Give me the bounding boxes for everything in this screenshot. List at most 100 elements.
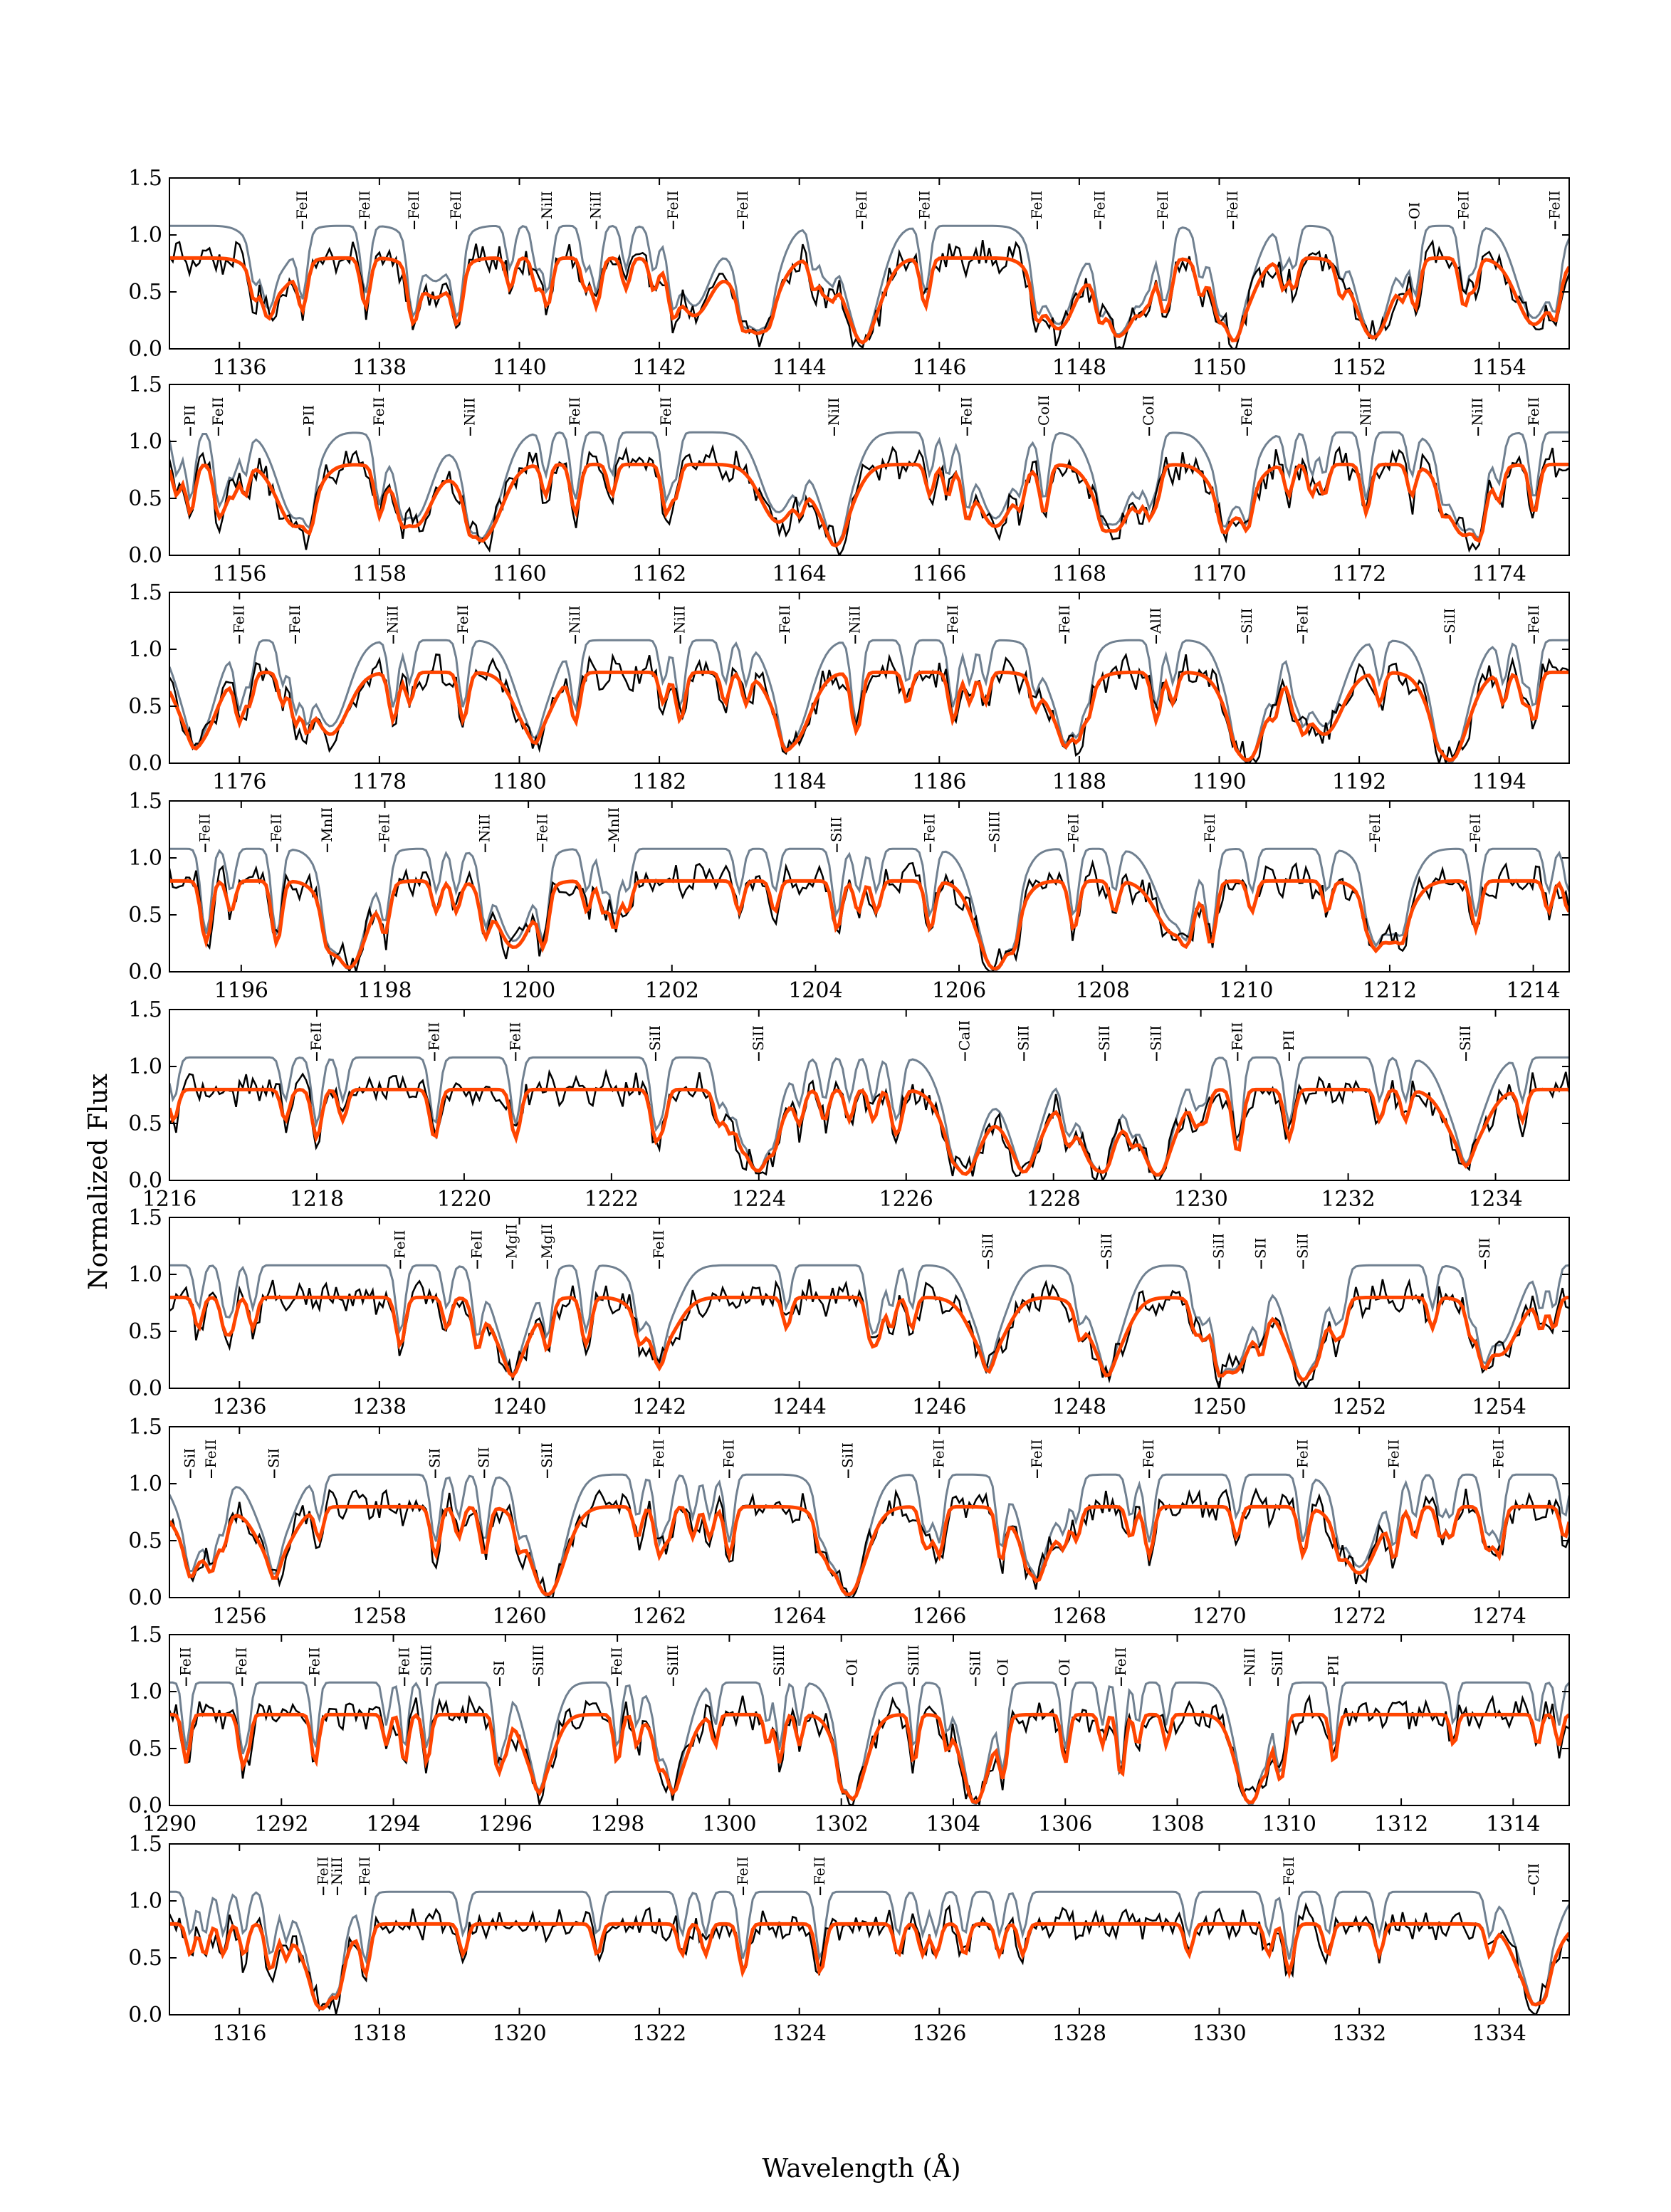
- fit-spectrum-line: [169, 1712, 1569, 1805]
- fit-spectrum-line: [169, 462, 1569, 547]
- x-tick-label: 1174: [1472, 562, 1526, 587]
- panel-frame: [169, 1426, 1570, 1598]
- x-tick-label: 1140: [492, 355, 546, 380]
- plot-area: [169, 431, 1569, 555]
- ion-label: FeII: [177, 1647, 194, 1676]
- ion-label: MnII: [318, 807, 335, 842]
- ion-label: FeII: [1546, 191, 1563, 219]
- y-tick-label: 1.5: [128, 1623, 162, 1647]
- ion-label: SiII: [1015, 1025, 1032, 1051]
- x-tick-label: 1164: [772, 562, 827, 587]
- ion-label: NiII: [671, 605, 688, 634]
- ion-label: CII: [1525, 1863, 1542, 1885]
- x-tick-label: 1218: [290, 1187, 344, 1212]
- x-tick-label: 1172: [1332, 562, 1386, 587]
- y-tick-label: 1.5: [128, 372, 162, 397]
- x-tick-label: 1182: [632, 770, 686, 795]
- plot-area: [169, 1890, 1569, 2015]
- ion-label: OI: [1056, 1659, 1073, 1676]
- plot-area: [169, 224, 1569, 349]
- y-tick-label: 0.5: [128, 1736, 162, 1761]
- x-tick-label: 1248: [1052, 1395, 1106, 1420]
- ion-label: FeII: [1140, 1440, 1157, 1468]
- y-tick-label: 0.5: [128, 1946, 162, 1971]
- panel-2: 1156 1158 1160 1162 1164 1166 1168 1170 1172 1174…: [128, 372, 1570, 587]
- x-tick-label: 1138: [352, 355, 407, 380]
- ion-label: FeII: [930, 1440, 947, 1468]
- x-tick-label: 1298: [590, 1812, 644, 1837]
- ion-label: FeII: [1280, 1857, 1297, 1885]
- ion-label: OI: [995, 1659, 1012, 1676]
- x-tick-label: 1152: [1332, 355, 1386, 380]
- y-tick-label: 1.0: [128, 1889, 162, 1914]
- y-tick-label: 0.5: [128, 486, 162, 511]
- x-tick-label: 1156: [212, 562, 266, 587]
- ion-label: FeII: [233, 1647, 250, 1676]
- x-tick-label: 1150: [1192, 355, 1246, 380]
- x-tick-label: 1296: [478, 1812, 533, 1837]
- ion-label: FeII: [1238, 397, 1255, 426]
- plot-area: [169, 1264, 1569, 1388]
- ion-label: FeII: [405, 191, 422, 219]
- x-tick-label: 1266: [912, 1604, 966, 1629]
- ion-label: SiII: [979, 1233, 996, 1259]
- ion-label: SiII: [750, 1025, 767, 1051]
- x-tick-label: 1312: [1374, 1812, 1428, 1837]
- ion-label: SII: [1476, 1237, 1493, 1259]
- panel-3: 1176 1178 1180 1182 1184 1186 1188 1190 1192 1194…: [128, 580, 1570, 795]
- ion-label: MnII: [605, 807, 622, 842]
- y-tick-label: 1.5: [128, 1832, 162, 1857]
- y-tick-label: 0.5: [128, 1529, 162, 1553]
- y-tick-label: 1.5: [128, 1415, 162, 1440]
- x-tick-label: 1178: [352, 770, 407, 795]
- x-tick-label: 1220: [437, 1187, 491, 1212]
- x-tick-label: 1160: [492, 562, 546, 587]
- x-tick-label: 1190: [1192, 770, 1246, 795]
- x-tick-label: 1274: [1472, 1604, 1526, 1629]
- x-tick-label: 1300: [702, 1812, 756, 1837]
- y-tick-label: 0.5: [128, 903, 162, 928]
- ion-label: FeII: [664, 191, 681, 219]
- ion-label: FeII: [370, 397, 387, 426]
- ion-label: FeII: [376, 814, 393, 842]
- x-tick-label: 1318: [352, 2021, 407, 2046]
- x-tick-label: 1144: [772, 355, 827, 380]
- ion-label: SiI: [182, 1448, 199, 1468]
- ion-label: PII: [1280, 1030, 1297, 1051]
- model-spectrum-line: [169, 1264, 1569, 1382]
- ion-label: FeII: [468, 1230, 486, 1259]
- ion-label: FeII: [308, 1022, 325, 1051]
- ion-label: FeII: [1091, 191, 1108, 219]
- ion-label: FeII: [454, 605, 471, 634]
- ion-label: SiII: [1238, 608, 1255, 634]
- x-tick-label: 1228: [1027, 1187, 1081, 1212]
- ion-label: NiII: [538, 191, 555, 219]
- x-tick-label: 1262: [632, 1604, 686, 1629]
- x-tick-label: 1308: [1150, 1812, 1204, 1837]
- x-tick-label: 1236: [212, 1395, 266, 1420]
- ion-label: FeII: [811, 1857, 828, 1885]
- ion-label: FeII: [958, 397, 975, 426]
- model-spectrum-line: [169, 431, 1569, 547]
- y-tick-label: 1.5: [128, 789, 162, 814]
- ion-label: NiII: [476, 814, 493, 842]
- panels: 1136 1138 1140 1142 1144 1146 1148 1150 1152 1154…: [128, 166, 1570, 2046]
- x-tick-label: 1258: [352, 1604, 407, 1629]
- y-tick-label: 1.0: [128, 846, 162, 871]
- x-tick-label: 1196: [214, 978, 268, 1003]
- x-tick-label: 1170: [1192, 562, 1246, 587]
- ion-label: MgII: [503, 1224, 520, 1259]
- ion-label: PII: [1325, 1655, 1342, 1676]
- ion-label: SII: [1252, 1237, 1269, 1259]
- panel-4: 1196 1198 1200 1202 1204 1206 1208 1210 1212 1214…: [128, 789, 1570, 1003]
- x-tick-label: 1148: [1052, 355, 1106, 380]
- x-tick-label: 1324: [772, 2021, 827, 2046]
- x-tick-label: 1252: [1332, 1395, 1386, 1420]
- ion-label: SiII: [1294, 1233, 1311, 1259]
- x-tick-label: 1304: [926, 1812, 980, 1837]
- fit-spectrum-line: [169, 256, 1569, 345]
- ion-label: FeII: [776, 605, 793, 634]
- x-tick-label: 1326: [912, 2021, 966, 2046]
- ion-label: SiIII: [905, 1645, 922, 1676]
